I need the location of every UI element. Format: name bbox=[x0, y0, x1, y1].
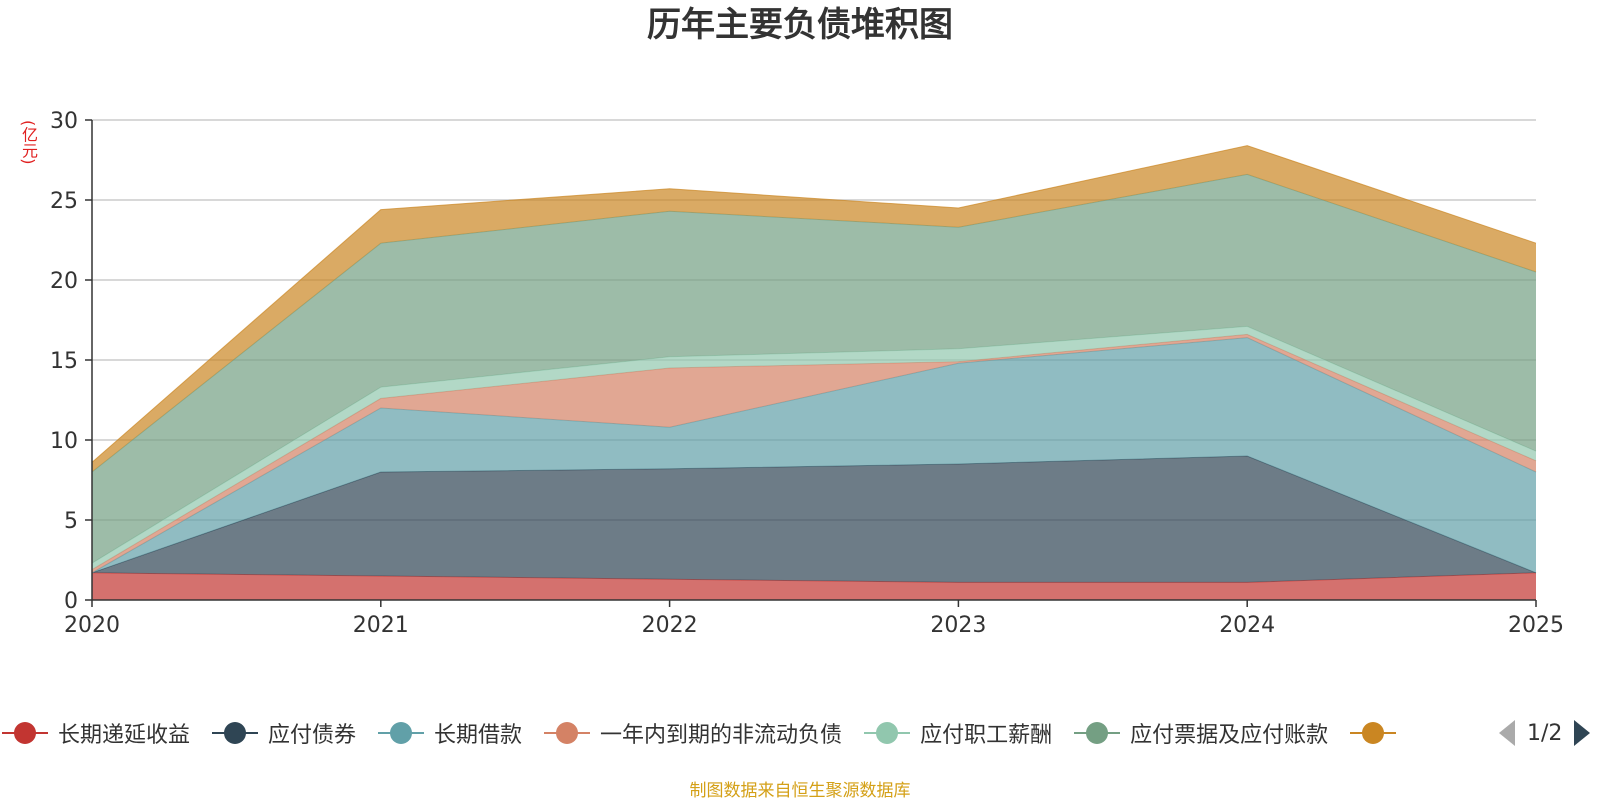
legend-item[interactable]: 应付债券 bbox=[210, 717, 356, 749]
legend-label: 长期借款 bbox=[434, 723, 523, 748]
area-series-1[interactable] bbox=[92, 456, 1536, 583]
x-tick-label: 2020 bbox=[64, 613, 120, 638]
legend-item[interactable]: 一年内到期的非流动负债 bbox=[542, 717, 842, 749]
y-tick-label: 25 bbox=[50, 189, 78, 214]
legend-page-indicator: 1/2 bbox=[1527, 720, 1563, 746]
area-series-6[interactable] bbox=[92, 145, 1536, 472]
y-tick-label: 30 bbox=[50, 109, 78, 134]
source-note: 制图数据来自恒生聚源数据库 bbox=[689, 781, 911, 801]
x-tick-label: 2021 bbox=[353, 613, 409, 638]
x-tick-label: 2025 bbox=[1508, 613, 1564, 638]
legend-marker-icon bbox=[212, 722, 259, 744]
x-tick-label: 2022 bbox=[642, 613, 698, 638]
legend-next-page-icon[interactable] bbox=[1572, 718, 1592, 748]
area-series-0[interactable] bbox=[92, 572, 1536, 600]
legend-pager: 1/2 bbox=[1497, 718, 1592, 748]
legend-label: 长期递延收益 bbox=[58, 723, 191, 748]
legend-item[interactable] bbox=[1348, 718, 1398, 748]
legend-label: 应付票据及应付账款 bbox=[1130, 723, 1329, 748]
legend-marker-icon bbox=[544, 722, 591, 744]
legend-marker-icon bbox=[378, 722, 425, 744]
y-axis-unit-label: (亿元) bbox=[19, 120, 38, 165]
area-series-4[interactable] bbox=[92, 326, 1536, 570]
legend-item[interactable]: 应付职工薪酬 bbox=[862, 717, 1052, 749]
legend-item[interactable]: 长期借款 bbox=[376, 717, 522, 749]
x-tick-label: 2024 bbox=[1219, 613, 1275, 638]
legend-item[interactable]: 应付票据及应付账款 bbox=[1072, 717, 1328, 749]
area-series-3[interactable] bbox=[92, 334, 1536, 573]
legend-marker-icon bbox=[1350, 722, 1397, 744]
y-tick-label: 0 bbox=[64, 589, 78, 614]
legend-label: 应付债券 bbox=[268, 723, 357, 748]
legend: 长期递延收益 应付债券 长期借款 一年内到期的非流动负债 应付职工薪酬 应付票据及应付账款 bbox=[0, 715, 1600, 751]
series-areas bbox=[91, 145, 1537, 600]
legend-label: 一年内到期的非流动负债 bbox=[600, 723, 843, 748]
area-series-5[interactable] bbox=[92, 174, 1536, 564]
y-tick-label: 5 bbox=[64, 509, 78, 534]
y-tick-label: 15 bbox=[50, 349, 78, 374]
legend-marker-icon bbox=[1074, 722, 1121, 744]
legend-prev-page-icon[interactable] bbox=[1497, 718, 1517, 748]
legend-marker-icon bbox=[2, 722, 48, 744]
legend-item[interactable]: 长期递延收益 bbox=[0, 717, 190, 749]
x-tick-label: 2023 bbox=[930, 613, 986, 638]
chart-title: 历年主要负债堆积图 bbox=[647, 5, 953, 45]
y-tick-label: 20 bbox=[50, 269, 78, 294]
area-series-line-6 bbox=[91, 145, 1537, 463]
legend-marker-icon bbox=[864, 722, 911, 744]
y-tick-label: 10 bbox=[50, 429, 78, 454]
legend-label: 应付职工薪酬 bbox=[920, 723, 1053, 748]
area-series-2[interactable] bbox=[92, 337, 1536, 573]
